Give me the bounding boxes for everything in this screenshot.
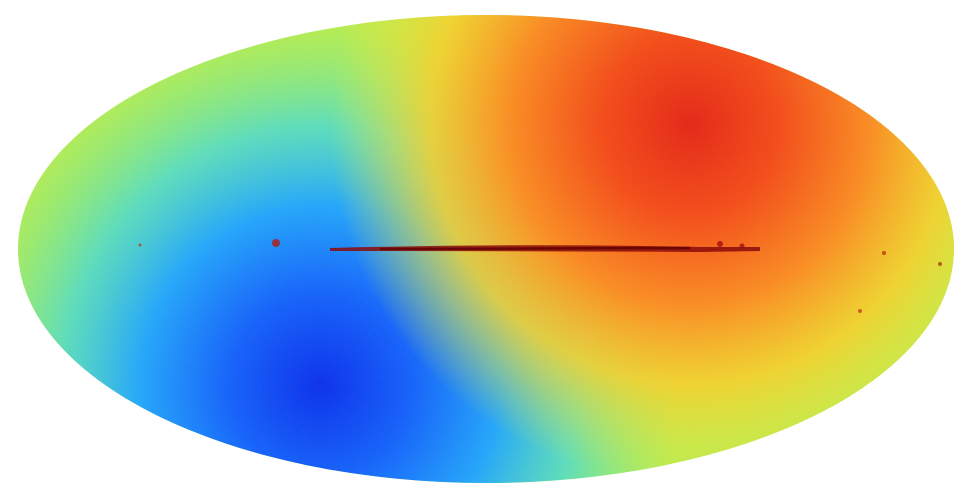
plane-core xyxy=(379,246,691,251)
source xyxy=(138,243,142,247)
source xyxy=(717,241,723,247)
source xyxy=(882,251,886,255)
source xyxy=(272,239,280,247)
galactic-plane xyxy=(138,239,942,313)
source xyxy=(858,309,862,313)
source xyxy=(938,262,942,266)
source xyxy=(739,243,745,249)
